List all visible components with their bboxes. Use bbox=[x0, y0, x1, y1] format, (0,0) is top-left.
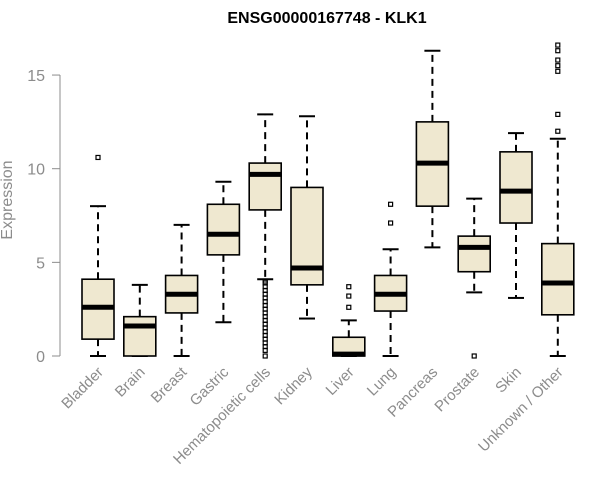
box-brain bbox=[123, 283, 157, 357]
outlier-point bbox=[555, 63, 561, 69]
y-tick-label: 5 bbox=[36, 255, 45, 272]
box-skin bbox=[499, 132, 533, 299]
y-tick-label: 15 bbox=[27, 68, 45, 85]
chart-title: ENSG00000167748 - KLK1 bbox=[227, 10, 426, 27]
outlier-point bbox=[555, 48, 561, 54]
box-pancreas bbox=[415, 49, 450, 249]
iqr-box bbox=[123, 315, 157, 357]
outlier-point bbox=[95, 154, 101, 161]
box-lung bbox=[373, 201, 408, 357]
x-tick-label: Skin bbox=[492, 364, 525, 397]
x-tick-label: Lung bbox=[364, 364, 400, 400]
box-unknown-other bbox=[540, 42, 575, 357]
y-tick-label: 10 bbox=[27, 162, 45, 179]
outlier-point bbox=[471, 353, 477, 359]
box-gastric bbox=[206, 180, 241, 324]
outlier-point bbox=[555, 57, 561, 63]
outlier-point bbox=[555, 42, 561, 48]
outlier-point bbox=[346, 293, 352, 299]
outlier-point bbox=[262, 353, 268, 359]
box-kidney bbox=[290, 115, 324, 320]
iqr-box bbox=[457, 235, 492, 273]
iqr-box bbox=[499, 151, 533, 224]
box-breast bbox=[164, 223, 199, 357]
x-tick-label: Bladder bbox=[58, 364, 107, 413]
x-tick-label: Prostate bbox=[431, 364, 483, 416]
iqr-box bbox=[248, 162, 282, 211]
outlier-point bbox=[262, 278, 268, 284]
box-bladder bbox=[81, 154, 115, 357]
x-tick-label: Kidney bbox=[271, 363, 316, 408]
x-tick-label: Breast bbox=[148, 363, 191, 406]
y-axis-label: Expression bbox=[0, 160, 16, 239]
outlier-point bbox=[346, 304, 352, 310]
outlier-point bbox=[388, 220, 394, 226]
box-liver bbox=[331, 284, 366, 357]
x-tick-label: Brain bbox=[112, 364, 149, 401]
outlier-point bbox=[555, 128, 561, 134]
outlier-point bbox=[555, 111, 561, 117]
outlier-point bbox=[346, 284, 352, 290]
box-prostate bbox=[457, 197, 492, 359]
iqr-box bbox=[206, 203, 241, 256]
y-tick-label: 0 bbox=[36, 349, 45, 366]
iqr-box bbox=[540, 242, 575, 316]
outlier-point bbox=[388, 201, 394, 207]
y-axis: 0 5 10 15 bbox=[27, 68, 61, 366]
box-hematopoietic-cells bbox=[248, 113, 282, 359]
x-tick-label: Liver bbox=[323, 364, 358, 399]
outlier-point bbox=[555, 68, 561, 74]
boxes-group bbox=[81, 42, 575, 359]
